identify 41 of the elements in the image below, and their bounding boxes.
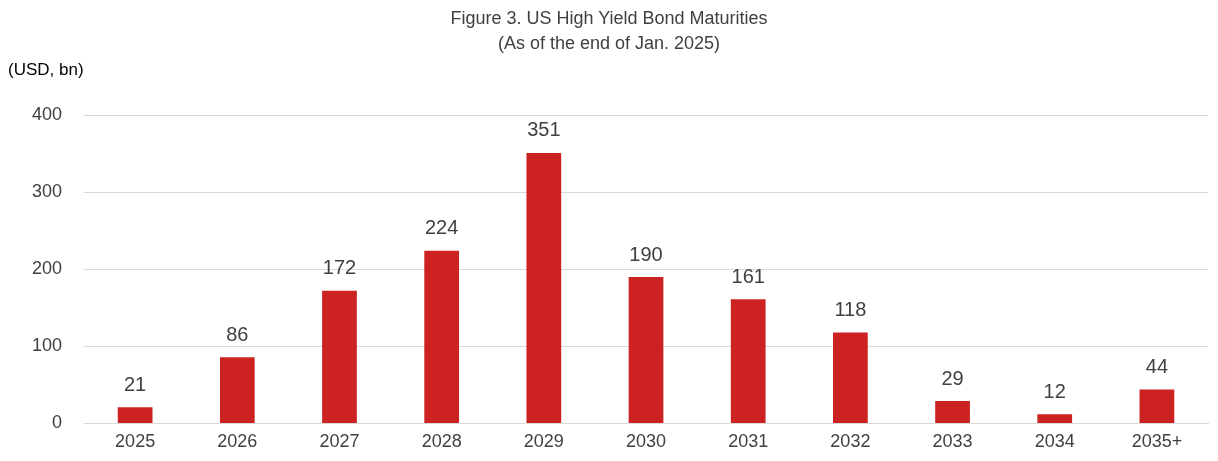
bar (117, 407, 153, 423)
x-tick-label: 2035+ (1131, 431, 1183, 452)
x-tick-label: 2029 (523, 431, 564, 452)
bar (526, 152, 562, 423)
chart-title: Figure 3. US High Yield Bond Maturities (450, 7, 768, 28)
x-tick-label: 2034 (1034, 431, 1075, 452)
data-label: 351 (527, 118, 561, 141)
bar (219, 357, 255, 423)
x-tick-label: 2031 (728, 431, 769, 452)
y-axis-title: (USD, bn) (8, 60, 84, 80)
data-label: 12 (1043, 379, 1066, 402)
x-tick-label: 2033 (932, 431, 973, 452)
x-tick-label: 2026 (217, 431, 258, 452)
x-tick-label: 2032 (830, 431, 871, 452)
data-label: 190 (629, 242, 663, 265)
x-tick-label: 2025 (115, 431, 156, 452)
data-label: 161 (731, 264, 765, 287)
bar (1037, 414, 1073, 423)
x-tick-label: 2028 (421, 431, 462, 452)
bar (833, 332, 868, 423)
data-label: 29 (941, 366, 964, 389)
bar (1139, 389, 1175, 423)
y-tick-label: 100 (31, 335, 63, 356)
bar (730, 299, 766, 423)
data-label: 224 (424, 216, 459, 239)
data-label: 21 (124, 372, 147, 395)
x-tick-label: 2030 (625, 431, 667, 452)
y-tick-label: 400 (31, 104, 63, 125)
data-label: 172 (322, 256, 357, 279)
y-tick-label: 300 (31, 181, 63, 202)
y-tick-label: 200 (31, 258, 63, 279)
data-label: 44 (1145, 355, 1169, 378)
bar (424, 250, 460, 423)
bar (935, 401, 970, 423)
bar (322, 290, 357, 423)
x-tick-label: 2027 (319, 431, 360, 452)
bar (628, 277, 664, 423)
data-label: 118 (834, 298, 867, 320)
y-tick-label: 0 (52, 412, 63, 433)
data-label: 86 (226, 322, 249, 345)
chart-subtitle: (As of the end of Jan. 2025) (497, 33, 721, 54)
